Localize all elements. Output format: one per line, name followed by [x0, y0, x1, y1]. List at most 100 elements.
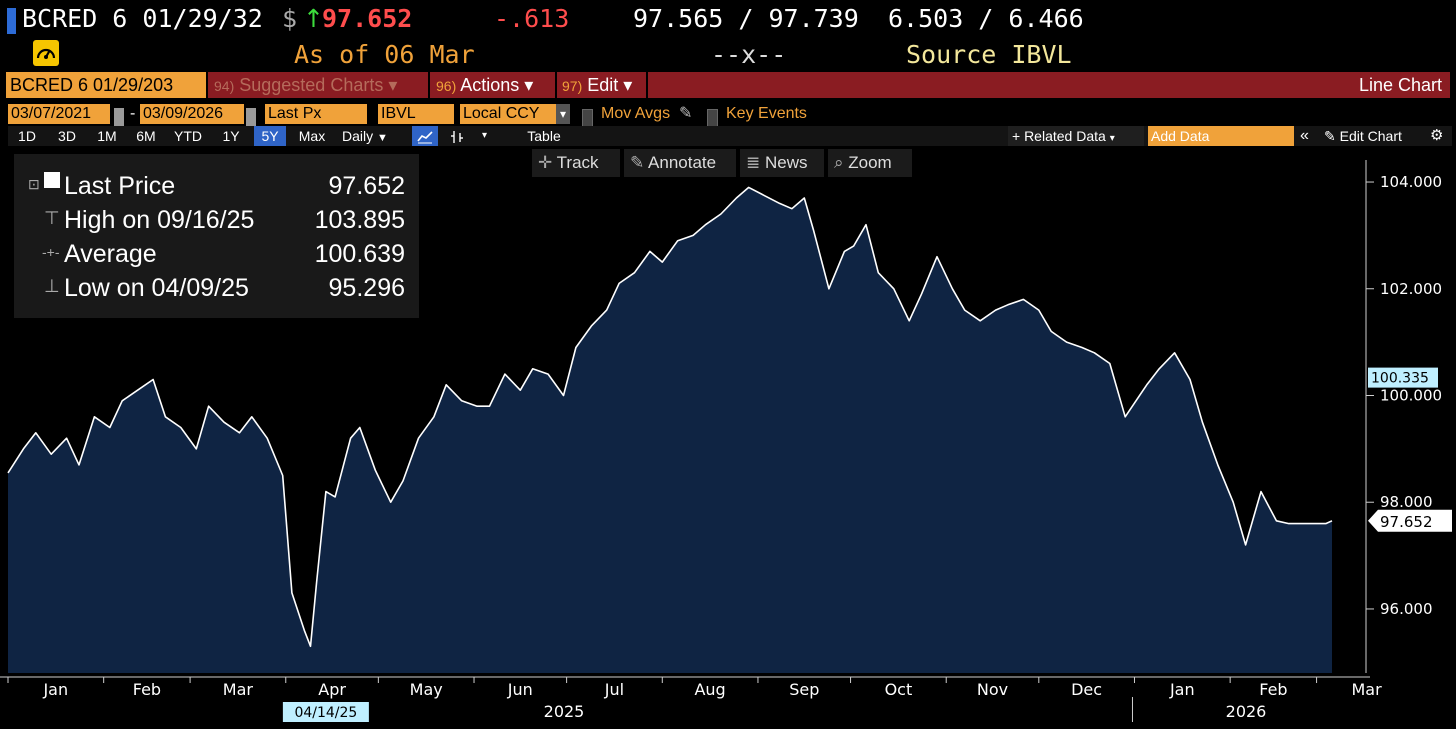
current-value-text: 97.652 [1380, 513, 1433, 531]
range-tab-5y[interactable]: 5Y [254, 126, 286, 146]
chart-legend: ⊡ Last Price 97.652 ⊤ High on 09/16/25 1… [14, 154, 419, 318]
calendar-icon[interactable] [114, 108, 124, 128]
edit-menu[interactable]: 97) Edit ▾ [562, 72, 632, 98]
end-date-field[interactable]: 03/09/2026 [140, 104, 244, 124]
divider [646, 72, 648, 98]
low-marker-icon: ⊥ [44, 276, 60, 296]
chart-axes: 104.000 102.000 100.000 98.000 96.000 100.335… [0, 160, 1452, 722]
currency-field[interactable]: Local CCY [460, 104, 570, 124]
x-month-label: Mar [1352, 680, 1383, 699]
range-tab-1m[interactable]: 1M [97, 128, 117, 144]
key-events-label[interactable]: Key Events [726, 105, 807, 122]
crosshair-icon: ✛ [538, 153, 553, 172]
x-month-label: Oct [885, 680, 913, 699]
x-month-label: Mar [223, 680, 254, 699]
chart-type-label[interactable]: Line Chart [1358, 75, 1442, 95]
range-tab-max[interactable]: Max [298, 128, 326, 144]
source-field[interactable]: IBVL [378, 104, 454, 124]
chevron-down-icon[interactable]: ▾ [482, 130, 488, 141]
y-tick-label: 96.000 [1380, 600, 1433, 618]
annotate-button[interactable]: ✎ Annotate [624, 149, 736, 177]
yields: 6.503 / 6.466 [888, 4, 1084, 33]
legend-value: 100.639 [314, 240, 405, 268]
pencil-icon: ✎ [1324, 128, 1336, 144]
annotate-label: Annotate [648, 153, 717, 172]
line-chart-icon[interactable] [412, 126, 438, 146]
y-tick-label: 98.000 [1380, 493, 1433, 511]
y-tick-label: 102.000 [1380, 280, 1442, 298]
range-tab-1y[interactable]: 1Y [222, 128, 240, 144]
chevron-down-icon: ▾ [623, 75, 633, 95]
zoom-label: Zoom [848, 153, 892, 172]
range-bar: 1D 3D 1M 6M YTD 1Y 5Y Max Daily ▼ ▾ Tabl… [8, 126, 1452, 146]
crosshair-value-tag [1368, 367, 1438, 388]
suggested-charts-menu[interactable]: 94) Suggested Charts ▾ [214, 72, 397, 98]
security-ticker: BCRED 6 01/29/32 [22, 4, 263, 33]
collapse-box-icon[interactable]: ⊡ [28, 176, 40, 192]
gauge-icon[interactable] [33, 40, 59, 66]
chevron-down-icon: ▾ [1109, 133, 1115, 144]
divider [428, 72, 430, 98]
middle-marker: --x-- [711, 40, 787, 69]
divider [555, 72, 557, 98]
range-tab-3d[interactable]: 3D [58, 128, 76, 144]
security-marker [7, 8, 16, 34]
menu-number: 97) [562, 78, 583, 94]
series-line [7, 186, 1333, 648]
divider [206, 72, 208, 98]
edit-chart-label: Edit Chart [1339, 128, 1402, 144]
as-of-date: As of 06 Mar [294, 40, 475, 69]
series-swatch [44, 172, 60, 188]
price-change: -.613 [494, 4, 570, 33]
calendar-icon[interactable] [246, 108, 256, 128]
news-button[interactable]: ≣ News [740, 149, 824, 177]
chart-area [7, 186, 1333, 673]
x-month-label: Aug [694, 680, 725, 699]
menu-number: 96) [436, 78, 457, 94]
legend-row-low[interactable]: ⊥ Low on 04/09/25 95.296 [14, 274, 419, 306]
chevron-down-icon[interactable]: ▾ [556, 104, 570, 124]
up-arrow-icon: ↑ [303, 4, 324, 33]
x-month-label: Jun [507, 680, 533, 699]
frequency-dropdown[interactable]: Daily ▼ [342, 126, 388, 146]
range-tab-ytd[interactable]: YTD [174, 128, 202, 144]
x-year-label: 2026 [1226, 702, 1267, 721]
legend-row-high[interactable]: ⊤ High on 09/16/25 103.895 [14, 206, 419, 238]
range-tab-6m[interactable]: 6M [136, 128, 156, 144]
actions-menu[interactable]: 96) Actions ▾ [436, 72, 533, 98]
related-data-button[interactable]: + Related Data ▾ [1008, 126, 1144, 146]
menu-label: Edit [587, 75, 619, 95]
track-button[interactable]: ✛ Track [532, 149, 620, 177]
average-marker-icon: -+- [42, 244, 60, 260]
legend-value: 97.652 [328, 172, 405, 200]
magnifier-icon: ⌕ [834, 153, 844, 172]
field-selector[interactable]: Last Px [265, 104, 367, 124]
chart-toolbar: BCRED 6 01/29/203 94) Suggested Charts ▾… [6, 72, 1450, 98]
x-month-label: Jan [1169, 680, 1195, 699]
table-button[interactable]: Table [527, 128, 561, 144]
legend-label: High on 09/16/25 [64, 206, 255, 234]
range-tab-1d[interactable]: 1D [18, 128, 36, 144]
menu-label: Actions [460, 75, 520, 95]
legend-row-last-price[interactable]: ⊡ Last Price 97.652 [14, 172, 419, 204]
add-data-input[interactable]: Add Data [1148, 126, 1294, 146]
start-date-field[interactable]: 03/07/2021 [8, 104, 110, 124]
y-tick-label: 104.000 [1380, 173, 1442, 191]
legend-value: 103.895 [314, 206, 405, 234]
last-price: 97.652 [322, 4, 413, 33]
collapse-icon[interactable]: « [1300, 127, 1309, 144]
date-dash: - [130, 105, 136, 122]
legend-row-average[interactable]: -+- Average 100.639 [14, 240, 419, 272]
toolbar-ticker[interactable]: BCRED 6 01/29/203 [6, 72, 206, 98]
mov-avgs-label[interactable]: Mov Avgs [601, 105, 671, 122]
bar-chart-icon[interactable] [446, 126, 468, 146]
x-month-label: Dec [1071, 680, 1102, 699]
zoom-button[interactable]: ⌕ Zoom [828, 149, 912, 177]
gear-icon[interactable]: ⚙ [1430, 127, 1444, 144]
pencil-icon[interactable]: ✎ [679, 105, 693, 122]
current-value-tag [1368, 509, 1452, 532]
edit-chart-button[interactable]: ✎ Edit Chart [1324, 126, 1402, 146]
price-source: Source IBVL [906, 40, 1072, 69]
pencil-icon: ✎ [630, 153, 645, 172]
